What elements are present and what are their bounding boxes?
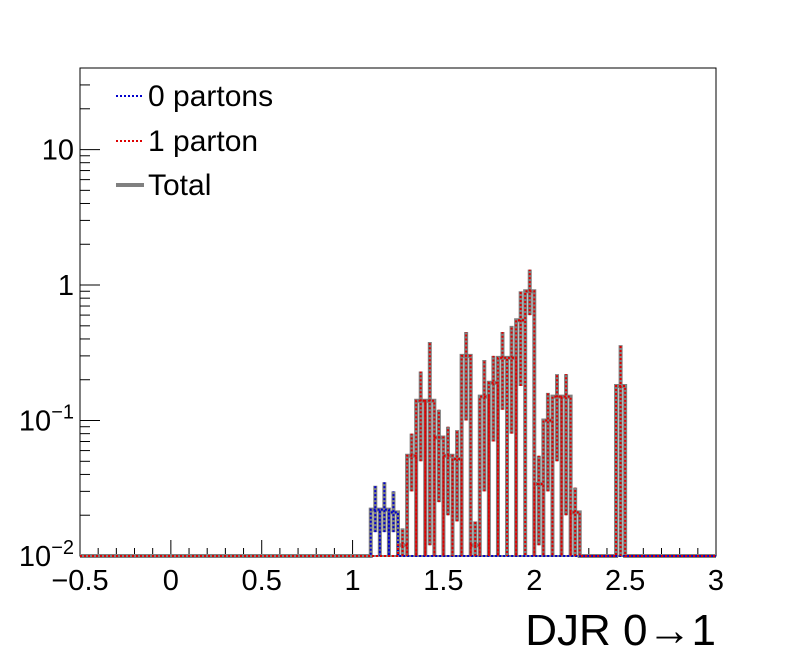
y-tick-label: 1 [58,270,74,302]
legend-label-1-parton: 1 parton [148,125,258,158]
x-tick-label: 2 [526,565,542,597]
x-tick-label: 2.5 [605,565,645,597]
legend-label-total: Total [148,169,211,202]
legend: 0 partons 1 parton Total [116,80,273,202]
legend-label-0-partons: 0 partons [148,80,273,113]
x-tick-label: 0.5 [242,565,282,597]
x-tick-label: 1 [345,565,361,597]
y-tick-label: 10 [42,135,74,167]
zero-partons-histogram [80,508,716,557]
x-axis-title: DJR 0→1 [525,606,716,655]
y-tick-label: 10−1 [19,402,74,438]
x-tick-label: 3 [708,565,724,597]
x-tick-label: 1.5 [423,565,463,597]
x-tick-label: 0 [163,565,179,597]
x-tick-label: −0.5 [51,565,108,597]
histogram-bars [80,269,716,558]
